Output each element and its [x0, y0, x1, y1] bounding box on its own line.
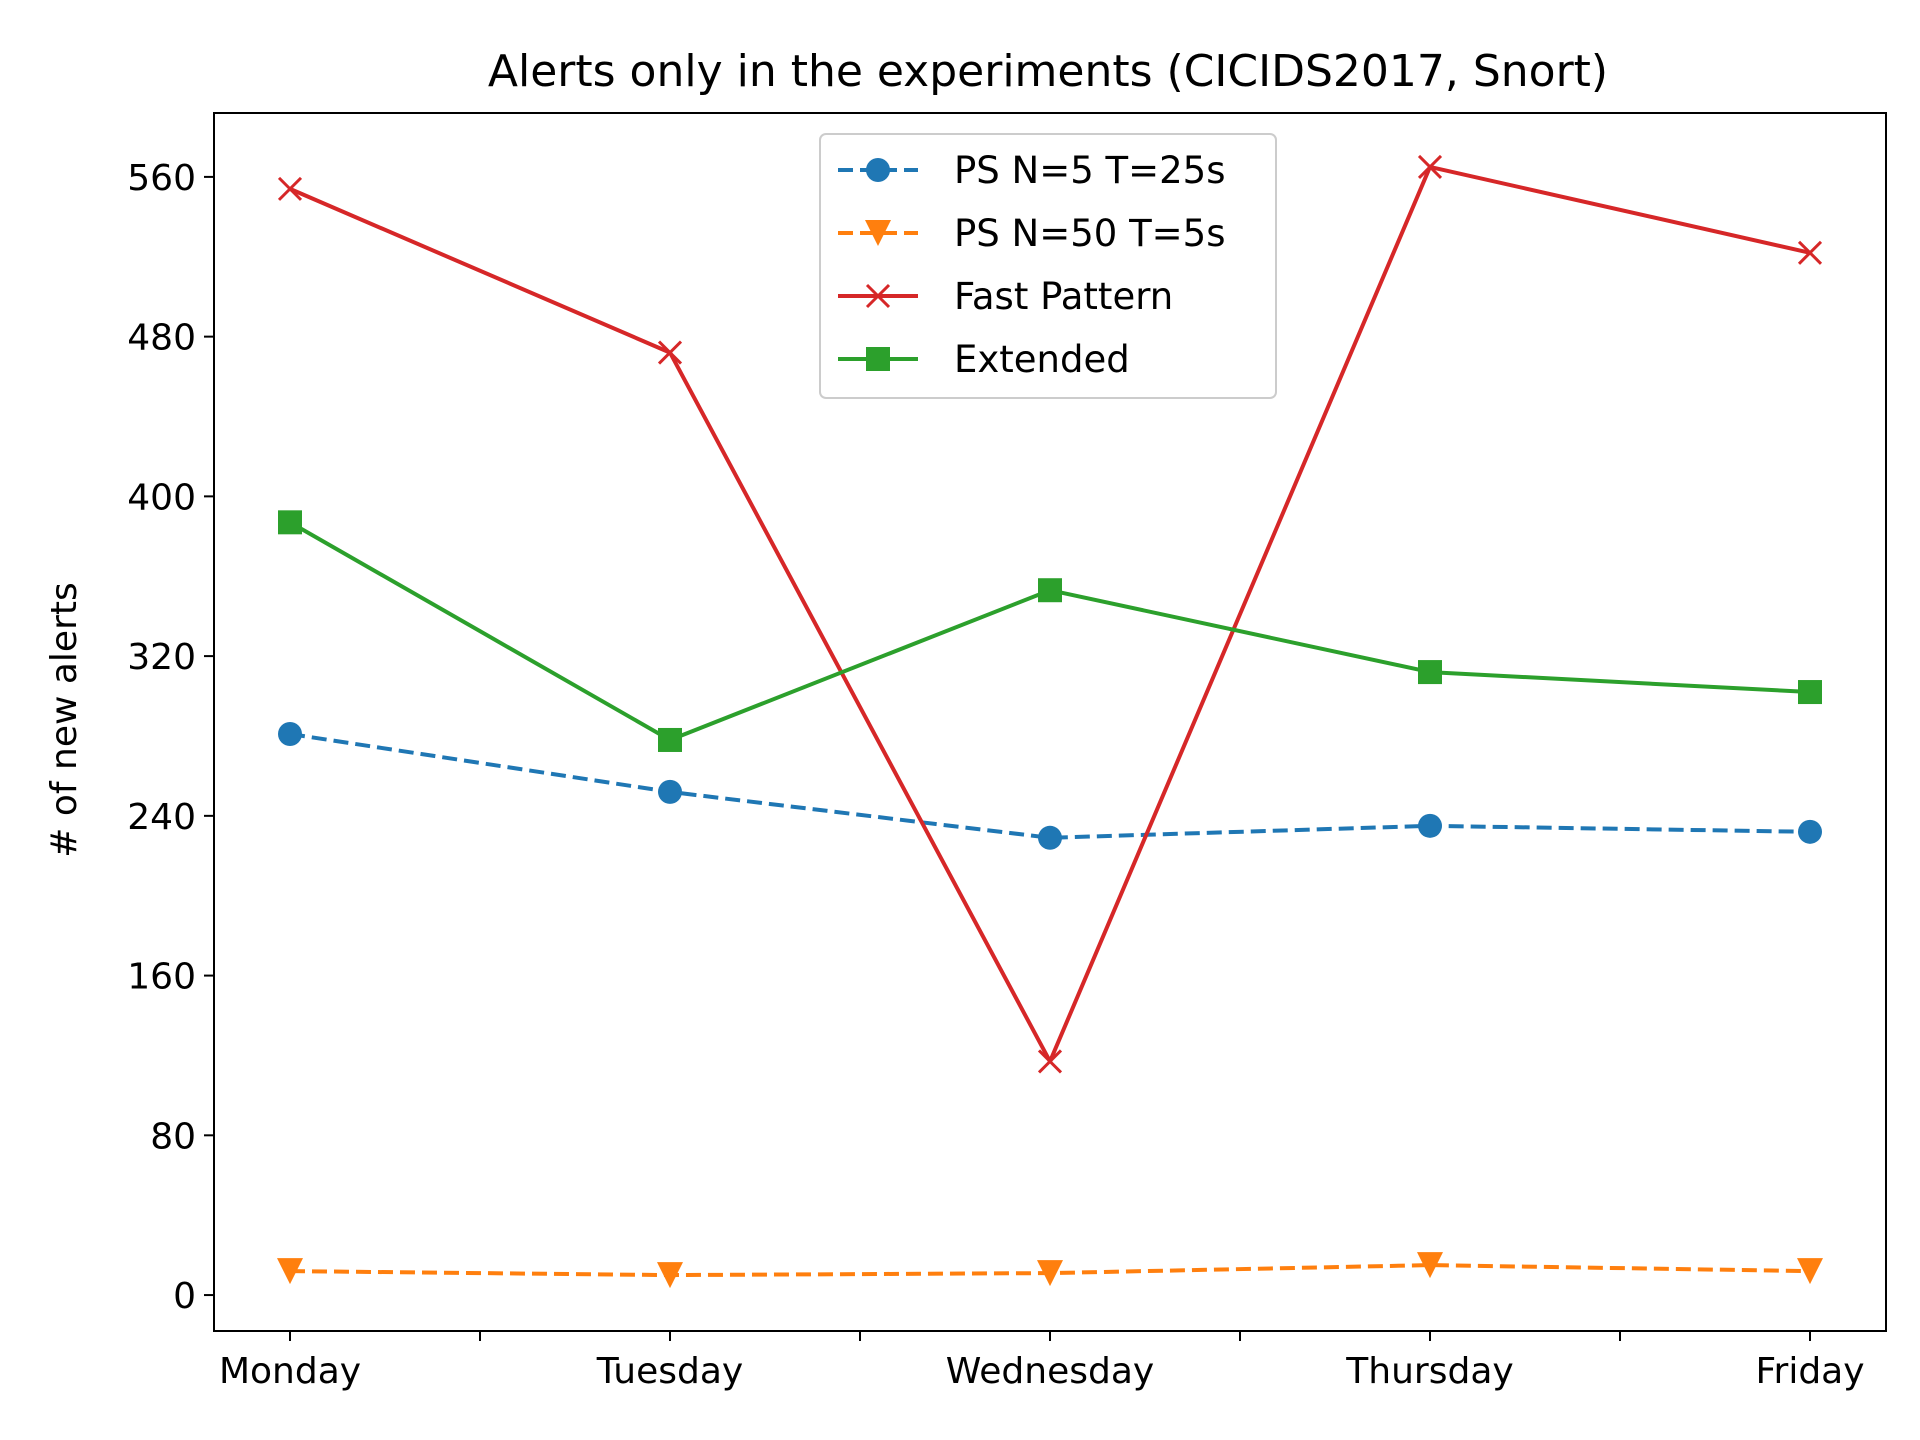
series-fast-pattern — [277, 154, 1823, 1074]
series-ps-n-5-t-25s — [278, 721, 1822, 850]
x-tick-label: Thursday — [1345, 1351, 1513, 1392]
y-axis-label: # of new alerts — [44, 582, 85, 857]
legend-marker-fast-pattern-stroke-b — [865, 283, 891, 309]
data-point-ps-n-50-t-5s — [277, 1258, 303, 1285]
data-point-fast-pattern-stroke-b — [277, 176, 303, 201]
data-point-fast-pattern-stroke-b — [657, 340, 683, 365]
x-tick-label: Friday — [1755, 1351, 1864, 1392]
legend-entry-ps-n-5-t-25s: PS N=5 T=25s — [954, 149, 1226, 192]
data-point-extended — [1418, 660, 1442, 685]
data-point-fast-pattern — [1797, 240, 1823, 265]
data-point-ps-n-50-t-5s — [1797, 1258, 1823, 1285]
legend-box — [819, 133, 1277, 399]
data-point-extended — [1038, 578, 1062, 603]
y-tick-label: 480 — [127, 318, 196, 359]
data-point-ps-n-50-t-5s — [1037, 1260, 1063, 1287]
legend-marker-ps-n-50-t-5s — [865, 220, 891, 246]
y-tick-label: 400 — [127, 477, 196, 518]
y-tick-label: 560 — [127, 158, 196, 199]
x-tick-label: Wednesday — [946, 1351, 1154, 1392]
y-tick-label: 80 — [150, 1116, 196, 1157]
data-point-fast-pattern — [1037, 1049, 1063, 1074]
data-point-ps-n-5-t-25s — [1798, 819, 1822, 844]
data-point-extended — [1798, 680, 1822, 705]
data-point-fast-pattern — [657, 340, 683, 365]
data-point-fast-pattern — [277, 176, 303, 201]
data-point-ps-n-50-t-5s — [1417, 1252, 1443, 1279]
chart-title: Alerts only in the experiments (CICIDS20… — [488, 46, 1608, 97]
legend: PS N=5 T=25s PS N=50 T=5s Fast Pattern Exte… — [819, 133, 1277, 399]
data-point-ps-n-5-t-25s — [658, 779, 682, 804]
series-ps-n-50-t-5s — [277, 1252, 1823, 1289]
y-tick-label: 0 — [173, 1276, 196, 1317]
data-point-fast-pattern-stroke-b — [1417, 154, 1443, 179]
y-tick-label: 320 — [127, 637, 196, 678]
data-point-fast-pattern-stroke-b — [1037, 1049, 1063, 1074]
x-tick-label: Monday — [219, 1351, 361, 1392]
data-point-fast-pattern — [1417, 154, 1443, 179]
series-line-ps-n-5-t-25s — [289, 732, 1811, 840]
y-tick-label: 160 — [127, 957, 196, 998]
data-point-ps-n-5-t-25s — [278, 721, 302, 746]
series-line-extended — [289, 520, 1811, 742]
legend-entry-ps-n-50-t-5s: PS N=50 T=5s — [954, 212, 1226, 255]
series-extended — [278, 510, 1822, 752]
x-tick-label: Tuesday — [596, 1351, 743, 1392]
data-point-ps-n-5-t-25s — [1418, 813, 1442, 838]
data-point-extended — [278, 510, 302, 535]
y-tick-label: 240 — [127, 797, 196, 838]
legend-entry-extended: Extended — [954, 338, 1130, 381]
data-point-ps-n-5-t-25s — [1038, 825, 1062, 850]
legend-entry-fast-pattern: Fast Pattern — [954, 275, 1173, 318]
legend-marker-ps-n-5-t-25s — [866, 158, 890, 182]
legend-marker-fast-pattern — [865, 283, 891, 309]
data-point-extended — [658, 727, 682, 752]
data-point-ps-n-50-t-5s — [657, 1262, 683, 1289]
legend-marker-extended — [866, 347, 890, 371]
data-point-fast-pattern-stroke-b — [1797, 240, 1823, 265]
